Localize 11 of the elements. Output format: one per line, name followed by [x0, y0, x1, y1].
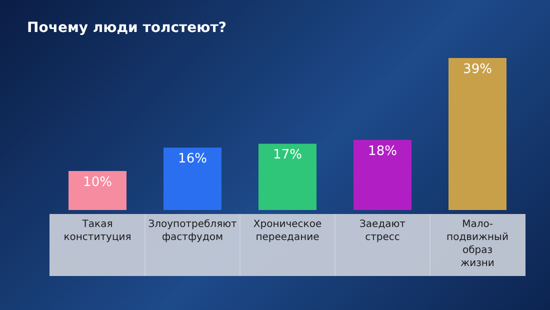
x-tick-label: Мало- подвижный образ жизни [446, 219, 508, 269]
x-tick-label: Хроническое переедание [253, 219, 322, 243]
data-label: 10% [83, 175, 112, 190]
x-tick-label: Злоупотребляют фастфудом [148, 219, 237, 243]
chart-title: Почему люди толстеют? [27, 20, 226, 36]
data-label: 39% [463, 62, 492, 77]
data-label: 16% [178, 152, 207, 167]
data-label: 17% [273, 148, 302, 163]
x-tick-label: Такая конституция [64, 219, 132, 243]
data-label: 18% [368, 144, 397, 159]
x-tick-label: Заедают стресс [360, 219, 406, 243]
